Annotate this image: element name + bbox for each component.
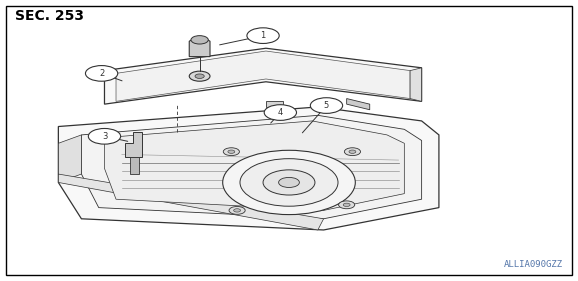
Polygon shape: [58, 107, 439, 230]
Circle shape: [247, 28, 279, 44]
Polygon shape: [81, 115, 421, 219]
Circle shape: [228, 150, 235, 153]
Circle shape: [264, 105, 297, 120]
Circle shape: [344, 148, 361, 156]
Text: 5: 5: [324, 101, 329, 110]
Polygon shape: [105, 121, 405, 210]
Polygon shape: [189, 38, 210, 56]
Polygon shape: [58, 135, 81, 182]
Circle shape: [343, 203, 350, 207]
Text: 3: 3: [102, 132, 107, 141]
Circle shape: [195, 74, 204, 78]
Circle shape: [191, 36, 208, 44]
Circle shape: [263, 170, 315, 195]
Text: 2: 2: [99, 69, 104, 78]
Text: ALLIA090GZZ: ALLIA090GZZ: [504, 260, 563, 269]
Circle shape: [88, 128, 121, 144]
Circle shape: [349, 150, 356, 153]
Circle shape: [229, 207, 245, 214]
Text: 1: 1: [261, 31, 266, 40]
Circle shape: [189, 71, 210, 81]
Polygon shape: [58, 174, 324, 230]
Circle shape: [240, 159, 338, 206]
Circle shape: [223, 150, 355, 215]
Polygon shape: [410, 68, 421, 101]
FancyBboxPatch shape: [6, 6, 572, 275]
Circle shape: [234, 209, 240, 212]
Circle shape: [279, 177, 299, 187]
Polygon shape: [125, 132, 142, 157]
Polygon shape: [131, 157, 139, 174]
Circle shape: [339, 201, 355, 209]
Polygon shape: [266, 101, 283, 107]
Circle shape: [223, 148, 239, 156]
Polygon shape: [105, 48, 421, 104]
Circle shape: [310, 98, 343, 113]
Polygon shape: [347, 99, 370, 110]
Text: 4: 4: [277, 108, 283, 117]
Circle shape: [86, 65, 118, 81]
Text: SEC. 253: SEC. 253: [15, 9, 84, 23]
Polygon shape: [116, 51, 410, 101]
